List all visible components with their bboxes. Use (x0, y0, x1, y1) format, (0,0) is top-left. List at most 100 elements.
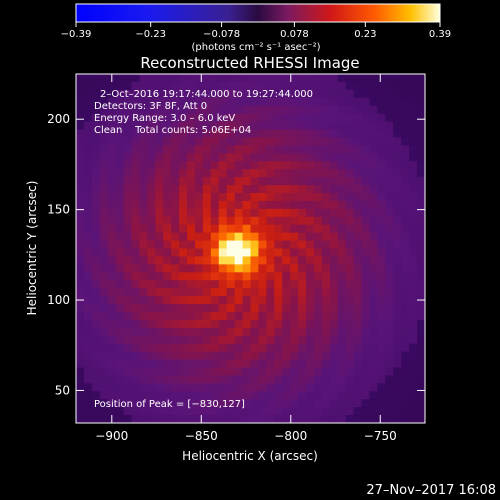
heatmap-cell (369, 185, 379, 194)
heatmap-cell (337, 74, 347, 83)
colorbar (75, 3, 441, 23)
heatmap-cell (226, 145, 236, 154)
heatmap-cell (202, 192, 212, 202)
heatmap-cell (361, 351, 371, 361)
heatmap-cell (76, 97, 85, 107)
heatmap-cell (123, 74, 133, 83)
heatmap-cell (242, 81, 252, 91)
heatmap-cell (139, 145, 148, 154)
heatmap-cell (202, 129, 212, 139)
heatmap-cell (91, 383, 101, 392)
heatmap-cell (155, 113, 164, 123)
heatmap-cell (266, 351, 275, 361)
heatmap-cell (393, 407, 402, 416)
heatmap-cell (266, 407, 275, 416)
heatmap-cell (226, 351, 236, 361)
heatmap-cell (210, 208, 220, 218)
heatmap-cell (393, 256, 402, 265)
heatmap-cell (210, 105, 220, 115)
heatmap-cell (99, 351, 109, 361)
heatmap-cell (242, 351, 252, 361)
heatmap-cell (115, 81, 125, 91)
heatmap-cell (242, 240, 252, 250)
heatmap-cell (155, 200, 164, 210)
heatmap-cell (417, 359, 425, 369)
heatmap-cell (250, 367, 260, 377)
heatmap-cell (361, 391, 371, 400)
heatmap-cell (194, 288, 204, 297)
heatmap-cell (313, 319, 323, 329)
heatmap-cell (139, 200, 148, 210)
heatmap-cell (171, 177, 180, 186)
heatmap-cell (266, 240, 275, 250)
heatmap-cell (313, 74, 323, 83)
heatmap-cell (179, 280, 188, 289)
heatmap-cell (194, 296, 204, 305)
heatmap-cell (313, 415, 323, 423)
heatmap-cell (250, 327, 260, 337)
heatmap-cell (250, 185, 260, 194)
heatmap-cell (345, 359, 355, 369)
heatmap-cell (274, 296, 283, 305)
heatmap-cell (250, 153, 260, 162)
heatmap-cell (107, 383, 117, 392)
heatmap-cell (393, 89, 402, 99)
heatmap-cell (83, 311, 93, 321)
heatmap-cell (99, 161, 109, 170)
heatmap-cell (91, 359, 101, 369)
heatmap-cell (234, 288, 244, 297)
colorbar-ticks: −0.39 −0.23 −0.078 0.078 0.23 0.39 (61, 22, 451, 40)
heatmap-cell (282, 248, 291, 258)
heatmap-cell (202, 232, 212, 242)
heatmap-cell (417, 97, 425, 107)
heatmap-cell (329, 74, 339, 83)
heatmap-cell (298, 224, 307, 234)
heatmap-cell (298, 335, 307, 345)
heatmap-cell (313, 311, 323, 321)
heatmap-cell (377, 304, 386, 313)
heatmap-cell (242, 129, 252, 139)
heatmap-cell (258, 89, 267, 99)
heatmap-cell (298, 105, 307, 115)
heatmap-cell (393, 105, 402, 115)
heatmap-cell (194, 81, 204, 91)
heatmap-cell (353, 185, 363, 194)
heatmap-cell (282, 304, 291, 313)
heatmap-cell (131, 232, 141, 242)
heatmap-cell (329, 311, 339, 321)
heatmap-cell (107, 192, 117, 202)
heatmap-cell (266, 264, 275, 273)
heatmap-cell (266, 288, 275, 297)
heatmap-cell (274, 351, 283, 361)
heatmap-cell (83, 81, 93, 91)
heatmap-cell (242, 375, 252, 384)
heatmap-cell (266, 319, 275, 329)
heatmap-cell (147, 296, 156, 305)
heatmap-cell (131, 185, 141, 194)
heatmap-cell (194, 208, 204, 218)
heatmap-cell (187, 153, 196, 162)
heatmap-cell (290, 407, 299, 416)
heatmap-cell (123, 216, 133, 226)
heatmap-cell (290, 351, 299, 361)
heatmap-cell (147, 192, 156, 202)
heatmap-cell (83, 113, 93, 123)
heatmap-cell (298, 74, 307, 83)
heatmap-cell (234, 280, 244, 289)
heatmap-cell (369, 224, 379, 234)
heatmap-cell (194, 97, 204, 107)
heatmap-cell (171, 248, 180, 258)
heatmap-cell (321, 216, 331, 226)
heatmap-cell (76, 185, 85, 194)
heatmap-cell (298, 200, 307, 210)
heatmap-cell (409, 177, 418, 186)
heatmap-cell (298, 89, 307, 99)
heatmap-cell (123, 145, 133, 154)
heatmap-cell (409, 97, 418, 107)
heatmap-cell (234, 224, 244, 234)
heatmap-cell (313, 248, 323, 258)
heatmap-cell (210, 311, 220, 321)
heatmap-cell (234, 232, 244, 242)
heatmap-cell (107, 161, 117, 170)
heatmap-cell (409, 105, 418, 115)
